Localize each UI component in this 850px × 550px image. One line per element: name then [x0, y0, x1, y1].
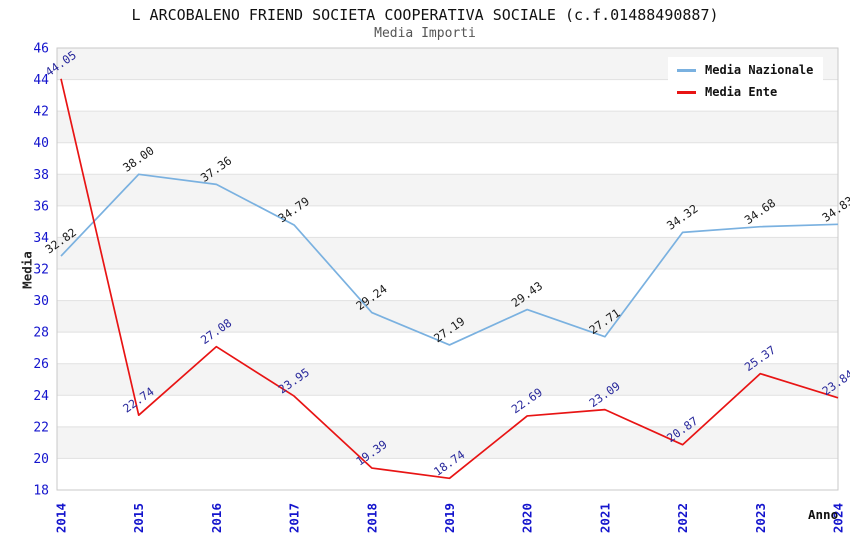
x-axis-tick-labels: 2014 2015 2016 2017 2018 2019 2020 2021 2022 2023…: [54, 503, 846, 533]
x-tick-label: 2014: [54, 503, 69, 533]
y-tick-label: 20: [33, 452, 49, 467]
y-tick-label: 28: [33, 326, 49, 341]
band: [57, 363, 838, 396]
y-tick-label: 22: [33, 420, 49, 435]
plot-background-bands: [57, 48, 838, 459]
x-tick-label: 2016: [209, 503, 224, 533]
y-axis-title: Media: [19, 251, 35, 289]
media-ente-line-swatch: [677, 90, 696, 94]
y-tick-label: 38: [33, 168, 49, 183]
band: [57, 426, 838, 459]
y-tick-label: 24: [33, 389, 49, 404]
x-tick-label: 2020: [520, 503, 535, 533]
series-line-media-nazionale: [60, 173, 839, 346]
x-axis-title: Anno: [808, 507, 839, 522]
y-tick-label: 36: [33, 199, 49, 214]
y-tick-label: 44: [33, 73, 49, 88]
y-tick-label: 30: [33, 294, 49, 309]
x-tick-label: 2015: [131, 503, 146, 533]
band: [57, 300, 838, 333]
legend: Media Nazionale Media Ente: [668, 57, 824, 106]
chart-subtitle: Media Importi: [374, 26, 476, 41]
x-tick-label: 2022: [675, 503, 690, 533]
plot-border: [56, 47, 839, 491]
legend-item-media-nazionale: Media Nazionale: [677, 63, 813, 77]
chart-title: L ARCOBALENO FRIEND SOCIETA COOPERATIVA …: [131, 6, 719, 24]
y-tick-label: 26: [33, 357, 49, 372]
x-tick-label: 2021: [597, 503, 612, 533]
y-tick-label: 40: [33, 136, 49, 151]
y-tick-label: 32: [33, 263, 49, 278]
band: [57, 111, 838, 143]
y-tick-label: 34: [33, 231, 49, 246]
x-tick-label: 2017: [287, 503, 302, 533]
y-tick-label: 46: [33, 42, 49, 57]
x-tick-label: 2018: [364, 503, 379, 533]
legend-label-media-ente: Media Ente: [705, 85, 778, 99]
legend-label-media-nazionale: Media Nazionale: [705, 63, 814, 77]
x-tick-label: 2024: [831, 503, 846, 533]
band: [57, 237, 838, 269]
x-tick-label: 2019: [442, 503, 457, 533]
x-tick-label: 2023: [753, 503, 768, 533]
media-nazionale-line-swatch: [677, 68, 696, 72]
y-tick-label: 42: [33, 105, 49, 120]
y-tick-label: 18: [33, 484, 49, 499]
point-value-label: 38.00: [120, 143, 156, 174]
band: [57, 174, 838, 206]
series-line-media-ente: [60, 78, 839, 480]
legend-item-media-ente: Media Ente: [677, 85, 813, 99]
y-axis-tick-labels: 18 20 22 24 26 28 30 32 34 36 38 40 42 44 46: [33, 42, 49, 499]
